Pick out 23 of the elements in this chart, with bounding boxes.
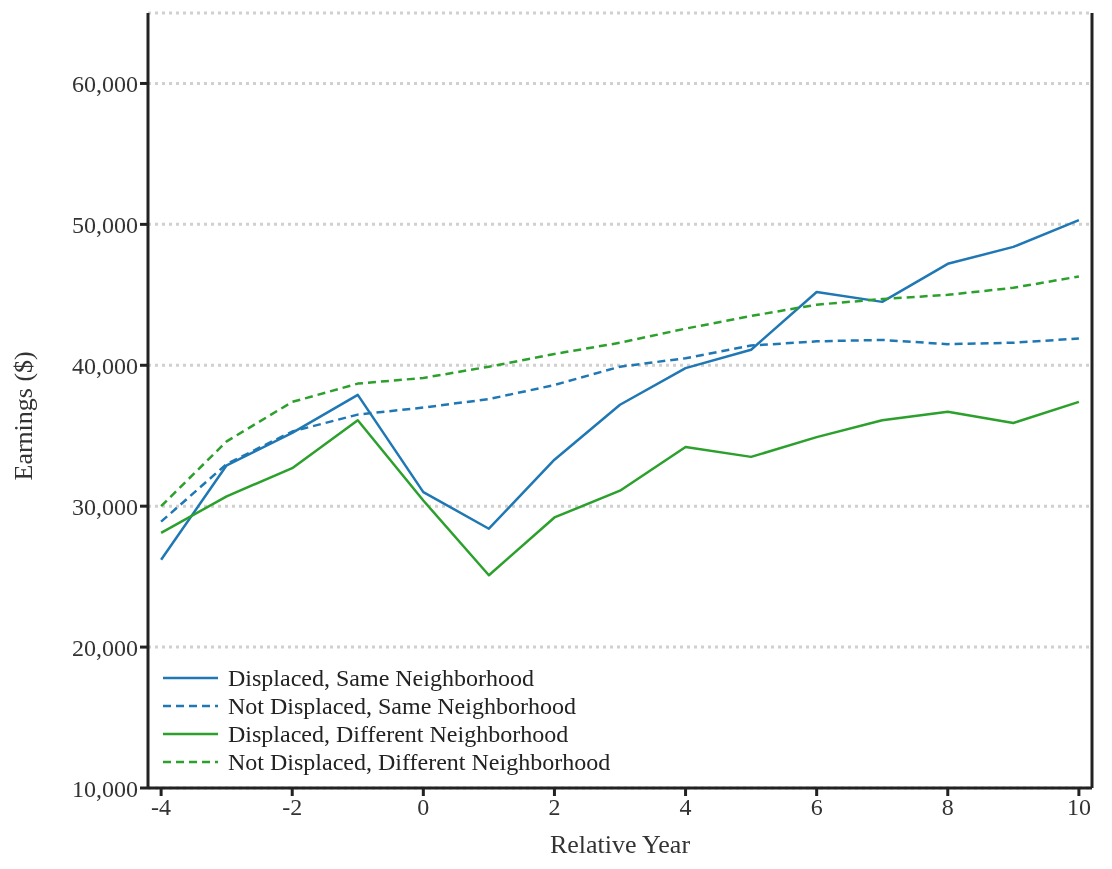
x-tick-label: 6 [810, 794, 823, 821]
y-tick-label: 20,000 [72, 634, 138, 661]
y-tick-label: 60,000 [72, 70, 138, 97]
y-tick-label: 30,000 [72, 493, 138, 520]
x-tick-label: 2 [548, 794, 561, 821]
line-series [159, 218, 1081, 561]
x-tick-label: 10 [1066, 794, 1091, 821]
line-series [159, 400, 1081, 577]
legend-label: Displaced, Different Neighborhood [228, 720, 569, 748]
x-tick-label: 8 [941, 794, 954, 821]
legend-label: Displaced, Same Neighborhood [228, 664, 534, 692]
x-axis-title: Relative Year [549, 830, 691, 859]
x-tick-label: 4 [679, 794, 692, 821]
y-tick-label: 50,000 [72, 211, 138, 238]
legend-label: Not Displaced, Same Neighborhood [228, 692, 576, 720]
line-series [159, 275, 1081, 508]
legend-label: Not Displaced, Different Neighborhood [228, 748, 611, 776]
x-tick-label: -2 [282, 794, 303, 821]
y-tick-label: 40,000 [72, 352, 138, 379]
y-axis-title: Earnings ($) [9, 351, 39, 481]
x-tick-label: -4 [151, 794, 172, 821]
x-tick-label: 0 [417, 794, 430, 821]
y-tick-label: 10,000 [72, 775, 138, 802]
